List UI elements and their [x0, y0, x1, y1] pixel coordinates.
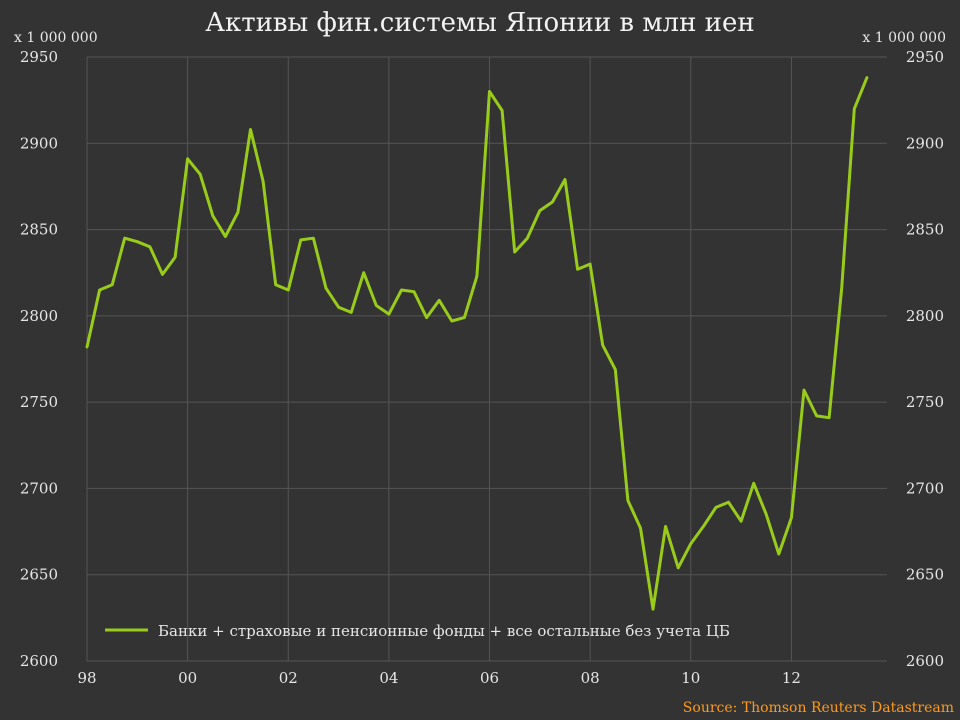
x-tick-label: 98: [77, 669, 96, 687]
y-tick-label-right: 2650: [906, 566, 944, 584]
y-tick-label-right: 2950: [906, 48, 944, 66]
x-tick-label: 08: [581, 669, 600, 687]
y-tick-label-left: 2700: [20, 479, 58, 497]
series-layer: [85, 76, 869, 611]
x-tick-label: 04: [379, 669, 398, 687]
legend-label: Банки + страховые и пенсионные фонды + в…: [158, 622, 730, 640]
y-tick-label-right: 2850: [906, 221, 944, 239]
y-tick-label-right: 2750: [906, 393, 944, 411]
x-axis: 98 00 02 04 06 08 10 12: [77, 669, 800, 687]
y-tick-label-left: 2800: [20, 307, 58, 325]
legend: Банки + страховые и пенсионные фонды + в…: [105, 622, 730, 640]
right-axis-unit: x 1 000 000: [862, 30, 946, 46]
right-y-axis: 2600 2650 2700 2750 2800 2850 2900 2950: [906, 48, 944, 670]
y-tick-label-right: 2700: [906, 479, 944, 497]
y-tick-label-left: 2650: [20, 566, 58, 584]
chart-title: Активы фин.системы Японии в млн иен: [205, 8, 754, 38]
y-tick-label-right: 2900: [906, 134, 944, 152]
x-tick-label: 00: [178, 669, 197, 687]
y-tick-label-left: 2600: [20, 652, 58, 670]
y-tick-label-left: 2950: [20, 48, 58, 66]
left-y-axis: 2600 2650 2700 2750 2800 2850 2900 2950: [20, 48, 58, 670]
y-tick-label-right: 2800: [906, 307, 944, 325]
y-tick-label-left: 2900: [20, 134, 58, 152]
x-tick-label: 10: [681, 669, 700, 687]
y-tick-label-left: 2850: [20, 221, 58, 239]
source-note: Source: Thomson Reuters Datastream: [683, 700, 954, 716]
y-tick-label-left: 2750: [20, 393, 58, 411]
y-tick-label-right: 2600: [906, 652, 944, 670]
series-line: [85, 76, 869, 611]
x-tick-label: 06: [480, 669, 499, 687]
x-tick-label: 12: [782, 669, 801, 687]
x-tick-label: 02: [279, 669, 298, 687]
left-axis-unit: x 1 000 000: [14, 30, 98, 46]
